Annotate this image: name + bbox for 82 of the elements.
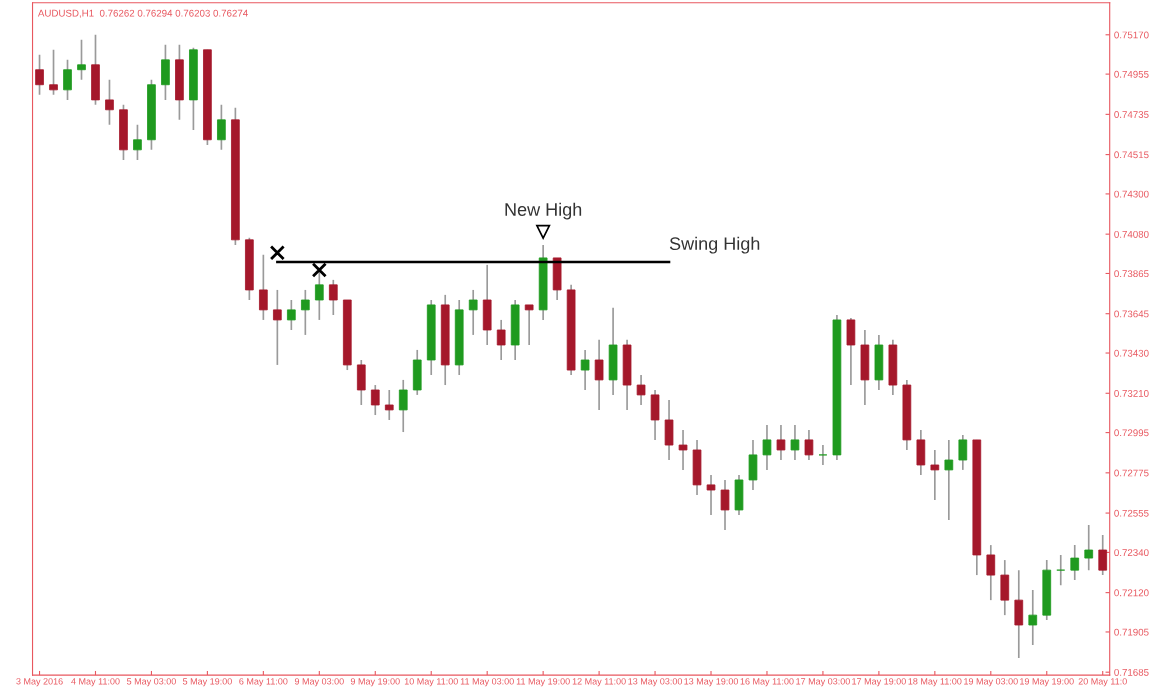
series-label: Swing High [669, 236, 760, 254]
y-tick-label: 0.74955 [1114, 70, 1149, 78]
y-tick-label: 0.71905 [1114, 628, 1149, 636]
candlestick [1084, 524, 1094, 571]
candlestick [77, 38, 86, 81]
candlestick [986, 544, 996, 601]
candlestick [273, 289, 282, 366]
candlestick [259, 253, 268, 321]
candlestick [314, 270, 324, 321]
candlestick [594, 339, 604, 411]
x-tick-label: 13 May 03:00 [628, 678, 683, 687]
candlestick [636, 374, 646, 406]
candlestick [580, 349, 590, 391]
y-tick-label: 0.73865 [1114, 270, 1149, 278]
candlestick [370, 384, 380, 416]
candlestick [468, 289, 478, 336]
y-tick-label: 0.73645 [1114, 310, 1149, 318]
text: AUDUSD,H1 0.76262 0.76294 0.76203 0.76274 [37, 9, 248, 18]
x-tick-label: 11 May 03:00 [460, 678, 514, 687]
candlestick [328, 279, 338, 316]
x-tick-label: 12 May 11:00 [572, 678, 626, 687]
x-tick-label: 11 May 19:00 [516, 678, 570, 687]
point [536, 224, 551, 240]
candlestick [720, 479, 730, 531]
candlestick [496, 319, 506, 361]
x-tick-label: 6 May 11:00 [239, 678, 288, 687]
y-tick-label: 0.74515 [1114, 151, 1149, 159]
y-tick-label: 0.72555 [1114, 509, 1149, 517]
candlestick [706, 474, 716, 516]
x-tick-label: 5 May 03:00 [126, 678, 176, 687]
candlestick [1070, 544, 1080, 581]
candlestick [524, 304, 534, 346]
candlestick [398, 379, 408, 433]
x-tick-label: 16 May 11:00 [740, 678, 794, 687]
y-tick-label: 0.74300 [1114, 190, 1149, 198]
x-tick-label: 9 May 19:00 [350, 678, 400, 687]
point [269, 245, 285, 261]
candlestick [1098, 534, 1108, 576]
x-tick-label: 4 May 11:00 [71, 678, 120, 687]
y-tick-label: 0.74080 [1114, 230, 1149, 238]
x-tick-label: 13 May 19:00 [684, 678, 739, 687]
candlestick [49, 48, 58, 96]
candlestick [762, 424, 772, 471]
candlestick [287, 299, 296, 331]
series-label: New High [505, 202, 582, 220]
x-tick-label: 17 May 03:00 [796, 678, 850, 687]
x-tick-label: 9 May 03:00 [294, 678, 344, 687]
candlestick [1056, 554, 1066, 586]
x-tick-label: 10 May 11:00 [404, 678, 458, 687]
y-tick-label: 0.72340 [1114, 549, 1149, 557]
y-tick-label: 0.75170 [1114, 31, 1149, 39]
candlestick [133, 123, 142, 161]
y-tick-label: 0.74735 [1114, 111, 1149, 118]
y-tick-label: 0.73210 [1114, 390, 1149, 397]
candlestick [930, 449, 940, 501]
x-tick-label: 17 May 19:00 [852, 678, 906, 687]
candlestick [1028, 589, 1038, 646]
y-tick-label: 0.73430 [1114, 349, 1149, 357]
x-tick-label: 19 May 19:00 [1020, 678, 1074, 687]
x-tick-label: 20 May 11:0 [1078, 678, 1127, 687]
candlestick [818, 444, 828, 466]
x-tick-label: 5 May 19:00 [182, 678, 232, 687]
candlestick [944, 439, 954, 521]
y-tick-label: 0.72995 [1114, 429, 1149, 437]
candlestick [384, 389, 394, 421]
y-tick-label: 0.72120 [1114, 589, 1149, 597]
candlestick [300, 289, 310, 336]
candlestick [790, 424, 800, 461]
candlestick [217, 104, 226, 151]
candlestick [105, 78, 114, 126]
candlestick [958, 434, 968, 471]
y-tick-label: 0.71685 [1114, 668, 1149, 676]
x-tick-label: 18 May 11:00 [908, 678, 962, 687]
candlestick [678, 429, 688, 471]
x-tick-label: 19 May 03:00 [964, 678, 1018, 687]
candlestick [804, 429, 814, 461]
y-tick-label: 0.72775 [1114, 469, 1149, 477]
candlestick [63, 59, 72, 101]
x-tick-label: 3 May 2016 [16, 678, 63, 687]
candlestick [776, 424, 786, 461]
point [311, 262, 327, 278]
candlestick [35, 53, 44, 96]
